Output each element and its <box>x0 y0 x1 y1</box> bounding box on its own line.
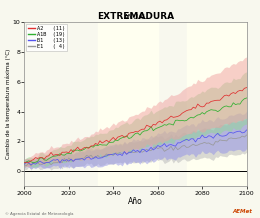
X-axis label: Año: Año <box>128 197 143 206</box>
Bar <box>98 22 158 186</box>
Text: © Agencia Estatal de Meteorología: © Agencia Estatal de Meteorología <box>5 212 74 216</box>
Title: EXTREMADURA: EXTREMADURA <box>97 12 174 21</box>
Text: ANUAL: ANUAL <box>124 14 147 20</box>
Text: AEMet: AEMet <box>232 209 252 214</box>
Legend: A2   (11), A1B  (19), B1   (13), E1   ( 4): A2 (11), A1B (19), B1 (13), E1 ( 4) <box>27 24 67 51</box>
Y-axis label: Cambio de la temperatura máxima (°C): Cambio de la temperatura máxima (°C) <box>5 49 11 159</box>
Bar <box>187 22 247 186</box>
